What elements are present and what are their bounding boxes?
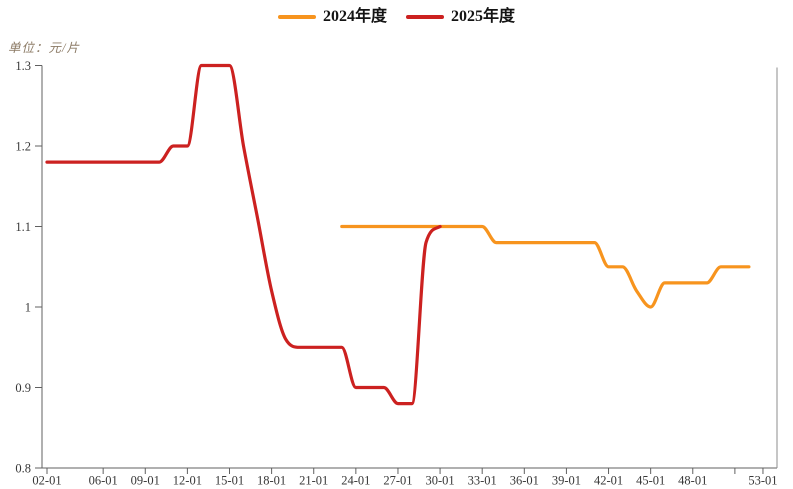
x-axis-tick-label: 09-01: [131, 474, 160, 488]
x-axis-tick-label: 45-01: [636, 474, 665, 488]
legend: 2024年度 2025年度: [0, 9, 793, 25]
x-axis-tick-label: 48-01: [678, 474, 707, 488]
x-axis-tick-label: 12-01: [173, 474, 202, 488]
legend-item-2024[interactable]: 2024年度: [277, 8, 387, 25]
y-axis-tick-label: 0.8: [15, 461, 31, 475]
legend-line-icon-2024: [277, 15, 316, 19]
x-axis-tick-label: 21-01: [299, 474, 328, 488]
y-axis-tick-label: 1.1: [15, 220, 31, 234]
legend-line-icon-2025: [406, 15, 444, 19]
x-axis-tick-label: 24-01: [341, 474, 370, 488]
x-axis-tick-label: 02-01: [32, 474, 61, 488]
legend-item-2025[interactable]: 2025年度: [406, 9, 515, 25]
x-axis-tick-label: 53-01: [748, 474, 777, 488]
y-axis-tick-label: 0.9: [15, 381, 31, 395]
y-axis-tick-label: 1.2: [15, 139, 31, 153]
x-axis-tick-label: 30-01: [425, 474, 454, 488]
legend-label-2025: 2025年度: [451, 8, 516, 25]
x-axis-tick-label: 42-01: [594, 474, 623, 488]
x-axis-tick-label: 06-01: [89, 474, 118, 488]
x-axis-tick-label: 33-01: [468, 474, 497, 488]
unit-label: 单位：元/片: [8, 41, 80, 55]
legend-label-2024: 2024年度: [322, 8, 387, 25]
series-line-2025年度: [45, 63, 442, 406]
x-axis-tick-label: 18-01: [257, 474, 286, 488]
y-axis-tick-label: 1: [25, 300, 31, 314]
x-axis-tick-label: 36-01: [510, 474, 539, 488]
x-axis-tick-label: 27-01: [383, 474, 412, 488]
x-axis-tick-label: 39-01: [552, 474, 581, 488]
y-axis-tick-label: 1.3: [15, 59, 31, 73]
x-axis-tick-label: 15-01: [215, 474, 244, 488]
series-line-2024年度: [340, 224, 751, 309]
